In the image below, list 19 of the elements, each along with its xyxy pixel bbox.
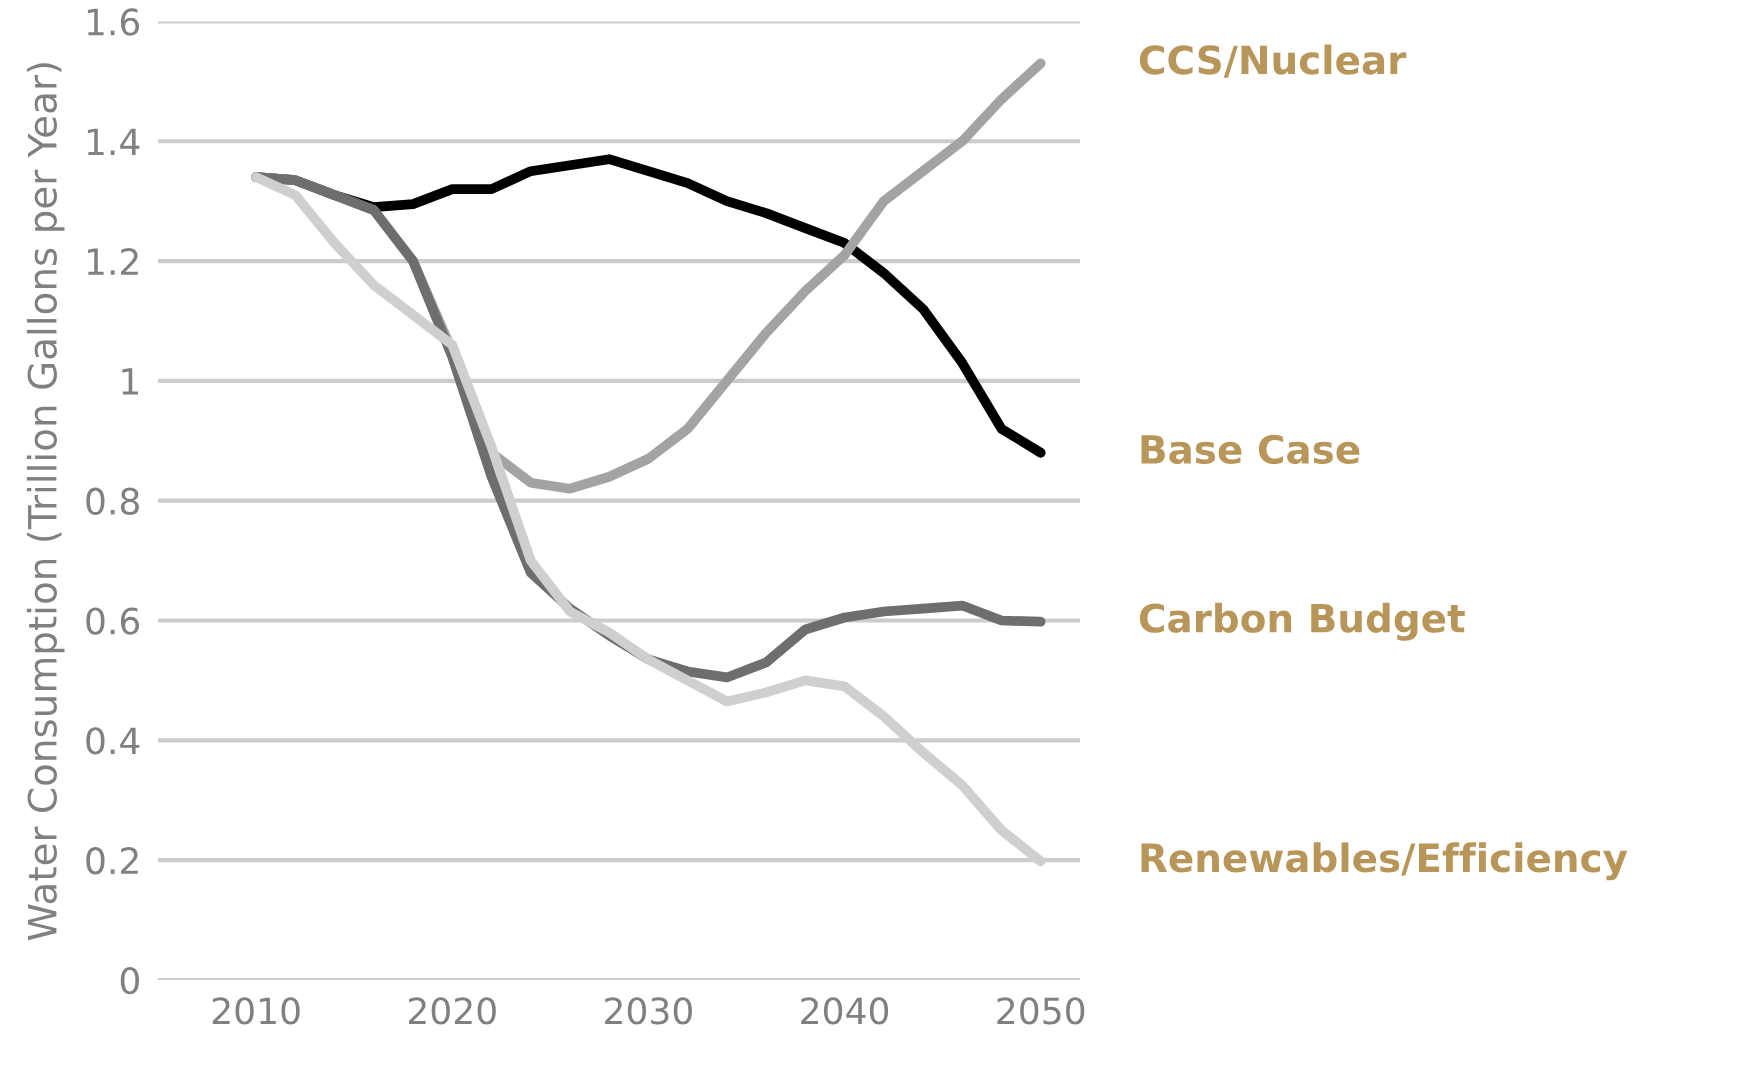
y-tick-label: 0 [120, 966, 139, 995]
x-tick-label: 2010 [212, 997, 300, 1025]
text: Renewables/Efficiency [1141, 842, 1628, 881]
text: Base Case [1141, 434, 1360, 465]
x-tick-label: 2030 [605, 997, 692, 1025]
y-tick-label: 0.8 [86, 487, 139, 515]
y-tick-label: 1.4 [87, 128, 140, 155]
y-tick-label: 0.2 [86, 847, 138, 875]
x-tick-label: 2050 [997, 997, 1085, 1025]
y-tick-label: 1 [122, 368, 139, 395]
y-tick-label: 0.6 [86, 607, 140, 635]
y-tick-label: 1.2 [87, 247, 138, 275]
text: Carbon Budget [1139, 602, 1465, 641]
x-tick-label: 2040 [801, 997, 889, 1025]
text: CCS/Nuclear [1139, 44, 1407, 78]
y-tick-label: 0.4 [86, 727, 140, 755]
x-tick-label: 2020 [408, 997, 496, 1025]
y-tick-label: 1.6 [87, 8, 140, 36]
y-axis-title: Water Consumption (Trillion Gallons per Year) [26, 63, 65, 941]
